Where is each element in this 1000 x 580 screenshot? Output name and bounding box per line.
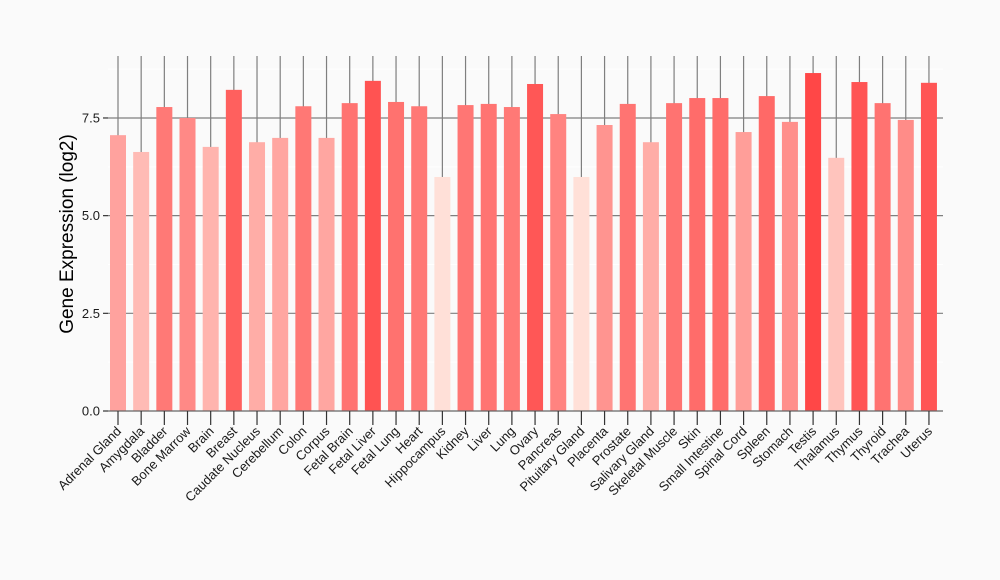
bar-fetal-liver (364, 80, 381, 412)
y-tick-label: 5.0 (82, 208, 100, 223)
y-tick-labels: 0.0 2.5 5.0 7.5 (82, 110, 100, 418)
bar-bladder (156, 107, 173, 411)
bar-fetal-lung (388, 101, 405, 411)
bar-heart (411, 106, 428, 411)
bar-kidney (457, 105, 474, 411)
y-tick-label: 2.5 (82, 306, 100, 321)
bar-layer (110, 73, 937, 412)
bar-brain (202, 146, 219, 412)
bar-uterus (920, 82, 937, 411)
bar-spleen (758, 96, 775, 412)
bar-trachea (897, 119, 914, 411)
bar-caudate-nucleus (249, 142, 266, 411)
bar-placenta (596, 125, 613, 411)
bar-spinal-cord (735, 132, 752, 411)
bar-thyroid (874, 103, 891, 411)
y-tick-label: 0.0 (82, 404, 100, 419)
bar-salivary-gland (642, 142, 659, 411)
bar-lung (503, 107, 520, 411)
bar-ovary (527, 83, 544, 411)
bar-prostate (619, 103, 636, 412)
bar-corpus (318, 137, 335, 411)
bar-pancreas (550, 114, 567, 412)
x-tick-label: Liver (464, 423, 495, 454)
bar-skeletal-muscle (666, 103, 683, 411)
bar-liver (480, 103, 497, 412)
bar-fetal-brain (341, 103, 358, 411)
bar-cerebellum (272, 137, 289, 411)
bar-hippocampus (434, 176, 451, 411)
bar-breast (225, 89, 242, 411)
bar-testis (805, 73, 822, 412)
bar-bone-marrow (179, 117, 196, 411)
bar-colon (295, 106, 312, 411)
bar-pituitary-gland (573, 176, 590, 411)
y-tick-label: 7.5 (82, 110, 100, 125)
bar-skin (689, 98, 706, 411)
bar-adrenal-gland (110, 135, 126, 411)
bar-thalamus (828, 157, 845, 411)
bar-thymus (851, 82, 868, 411)
bar-small-intestine (712, 98, 729, 411)
y-axis-title: Gene Expression (log2) (57, 134, 78, 334)
bar-stomach (781, 121, 798, 411)
bar-amygdala (133, 151, 150, 412)
axis-layer (103, 117, 943, 425)
